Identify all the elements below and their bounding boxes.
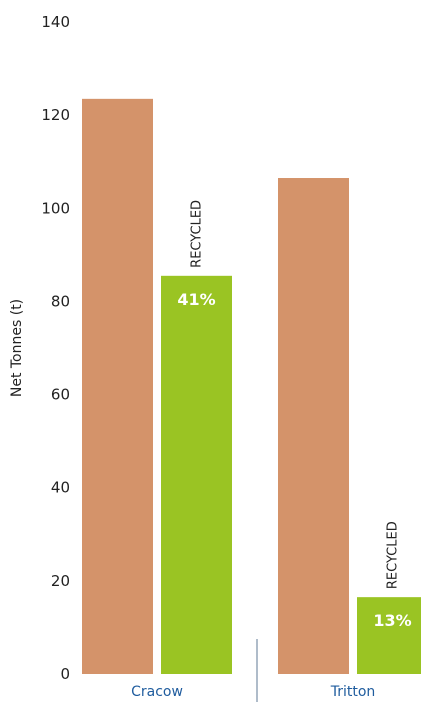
y-tick-label: 140 (41, 13, 70, 31)
y-tick-label: 60 (51, 386, 70, 404)
y-tick-label: 40 (51, 479, 70, 497)
recycled-label: RECYCLED (190, 200, 205, 268)
x-axis-categories: Cracow Tritton (131, 684, 375, 700)
bars-layer: 41% RECYCLED 13% RECYCLED (82, 98, 421, 675)
recycled-bar (357, 597, 421, 674)
total-bar (82, 98, 153, 675)
recycled-percent-label: 13% (373, 611, 411, 630)
y-tick-label: 20 (51, 572, 70, 590)
recycled-label: RECYCLED (386, 521, 401, 589)
y-tick-label: 120 (41, 106, 70, 124)
category-label: Tritton (330, 684, 376, 700)
total-bar (278, 178, 349, 674)
y-tick-label: 0 (60, 665, 70, 683)
y-tick-label: 100 (41, 199, 70, 217)
y-tick-label: 80 (51, 292, 70, 310)
recycled-bar (161, 275, 232, 674)
recycled-percent-label: 41% (177, 290, 215, 309)
y-axis-label: Net Tonnes (t) (9, 299, 25, 397)
y-axis-ticks: 0 20 40 60 80 100 120 140 (41, 13, 70, 683)
category-label: Cracow (131, 684, 183, 700)
